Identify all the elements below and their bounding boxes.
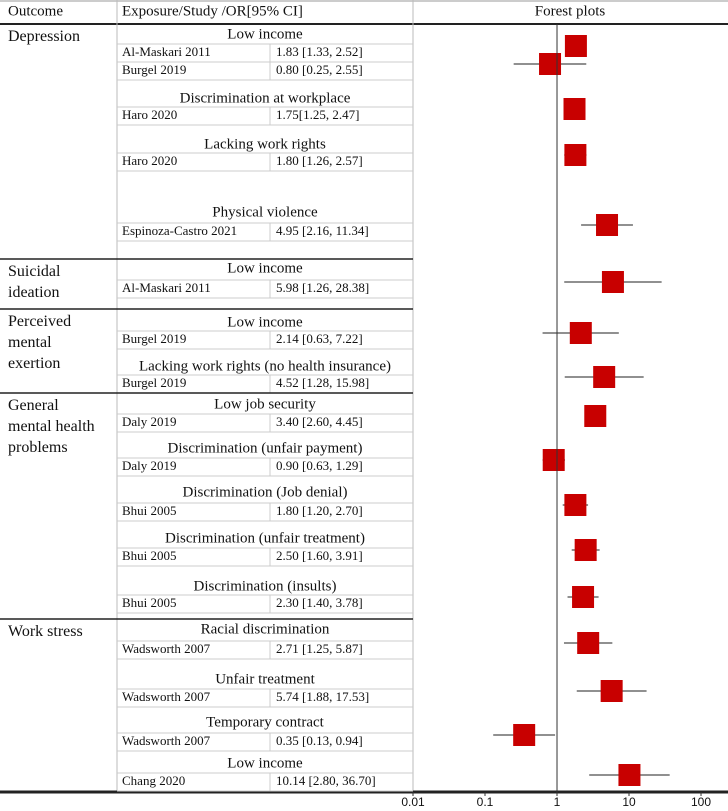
or-label: 4.95 [2.16, 11.34] — [276, 223, 369, 238]
exposure-label: Physical violence — [212, 204, 318, 220]
study-name: Bhui 2005 — [122, 595, 177, 610]
x-tick-label: 0.01 — [401, 795, 425, 809]
or-label: 0.35 [0.13, 0.94] — [276, 733, 363, 748]
or-box — [539, 53, 562, 75]
outcome-label: Work stress — [8, 623, 83, 640]
or-label: 1.75[1.25, 2.47] — [276, 107, 359, 122]
or-box — [618, 764, 641, 786]
exposure-label: Discrimination (insults) — [194, 578, 337, 594]
outcome-label: Suicidal ideation — [8, 263, 61, 301]
or-box — [563, 98, 586, 120]
or-label: 1.83 [1.33, 2.52] — [276, 44, 363, 59]
or-label: 4.52 [1.28, 15.98] — [276, 375, 369, 390]
or-box — [593, 366, 616, 388]
x-tick-label: 100 — [691, 795, 711, 809]
exposure-label: Discrimination (unfair treatment) — [165, 530, 365, 546]
or-box — [596, 214, 619, 236]
study-name: Wadsworth 2007 — [122, 641, 211, 656]
or-box — [601, 271, 624, 293]
outcome-label: Depression — [8, 28, 80, 45]
or-label: 5.74 [1.88, 17.53] — [276, 689, 369, 704]
study-name: Daly 2019 — [122, 458, 177, 473]
or-box — [513, 724, 536, 746]
study-name: Al-Maskari 2011 — [122, 44, 211, 59]
or-label: 2.30 [1.40, 3.78] — [276, 595, 363, 610]
exposure-label: Low income — [227, 755, 303, 771]
or-box — [577, 632, 600, 654]
study-name: Bhui 2005 — [122, 548, 177, 563]
study-name: Daly 2019 — [122, 414, 177, 429]
exposure-label: Unfair treatment — [215, 671, 315, 687]
or-box — [572, 586, 595, 608]
exposure-label: Discrimination (Job denial) — [183, 484, 348, 500]
study-name: Burgel 2019 — [122, 331, 186, 346]
study-name: Chang 2020 — [122, 773, 185, 788]
study-name: Haro 2020 — [122, 153, 177, 168]
exposure-label: Low job security — [214, 396, 316, 412]
exposure-label: Discrimination (unfair payment) — [168, 440, 363, 456]
header: Outcome — [8, 3, 63, 19]
exposure-label: Low income — [227, 26, 303, 42]
or-box — [569, 322, 592, 344]
study-name: Al-Maskari 2011 — [122, 280, 211, 295]
or-box — [564, 144, 587, 166]
x-tick-label: 0.1 — [477, 795, 494, 809]
study-name: Burgel 2019 — [122, 375, 186, 390]
exposure-label: Lacking work rights — [204, 136, 326, 152]
x-tick-label: 1 — [554, 795, 561, 809]
or-label: 0.80 [0.25, 2.55] — [276, 62, 363, 77]
outcome-label: Perceived mental exertion — [8, 313, 72, 372]
or-label: 0.90 [0.63, 1.29] — [276, 458, 363, 473]
or-box — [584, 405, 607, 427]
exposure-label: Low income — [227, 314, 303, 330]
study-name: Wadsworth 2007 — [122, 689, 211, 704]
or-box — [574, 539, 597, 561]
exposure-label: Lacking work rights (no health insurance… — [139, 358, 391, 374]
or-box — [542, 449, 565, 471]
header: Forest plots — [535, 3, 606, 19]
study-name: Bhui 2005 — [122, 503, 177, 518]
exposure-label: Discrimination at workplace — [180, 90, 351, 106]
study-name: Burgel 2019 — [122, 62, 186, 77]
x-tick-label: 10 — [622, 795, 636, 809]
or-label: 5.98 [1.26, 28.38] — [276, 280, 369, 295]
header: Exposure/Study /OR[95% CI] — [122, 3, 303, 19]
exposure-label: Low income — [227, 260, 303, 276]
exposure-label: Temporary contract — [206, 714, 324, 730]
or-label: 2.71 [1.25, 5.87] — [276, 641, 363, 656]
exposure-label: Racial discrimination — [201, 621, 330, 637]
or-label: 1.80 [1.20, 2.70] — [276, 503, 363, 518]
study-name: Espinoza-Castro 2021 — [122, 223, 237, 238]
study-name: Haro 2020 — [122, 107, 177, 122]
or-label: 10.14 [2.80, 36.70] — [276, 773, 376, 788]
or-label: 3.40 [2.60, 4.45] — [276, 414, 363, 429]
or-label: 1.80 [1.26, 2.57] — [276, 153, 363, 168]
or-box — [564, 494, 587, 516]
outcome-label: General mental health problems — [8, 397, 95, 456]
study-name: Wadsworth 2007 — [122, 733, 211, 748]
or-box — [564, 35, 587, 57]
or-label: 2.50 [1.60, 3.91] — [276, 548, 363, 563]
or-label: 2.14 [0.63, 7.22] — [276, 331, 363, 346]
or-box — [600, 680, 623, 702]
